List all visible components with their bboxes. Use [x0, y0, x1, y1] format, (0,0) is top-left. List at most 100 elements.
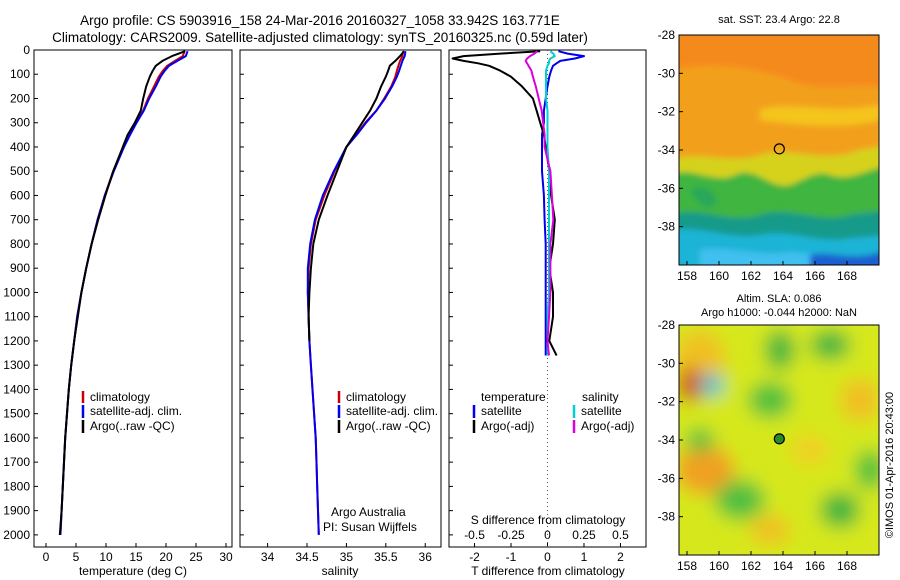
difference-legend: temperature salinity satellite Argo(-adj…: [472, 390, 634, 433]
y-tick-label: 300: [10, 116, 30, 130]
lon-tick-label: 168: [837, 559, 857, 573]
x-tick-label: 20: [159, 550, 173, 564]
x-tick-label: 25: [189, 550, 203, 564]
figure-title-line1: Argo profile: CS 5903916_158 24-Mar-2016…: [80, 13, 560, 28]
sla-map-subtitle: Argo h1000: -0.044 h2000: NaN: [701, 307, 857, 319]
sla-field: [679, 325, 879, 555]
lon-tick-label: 162: [741, 559, 761, 573]
lon-tick-label: 158: [677, 269, 697, 283]
lat-tick-label: -36: [658, 471, 676, 485]
y-tick-label: 1400: [3, 382, 30, 396]
lon-tick-label: 160: [709, 559, 729, 573]
lon-tick-label: 166: [805, 269, 825, 283]
x-tick-label: 1: [581, 550, 588, 564]
y-tick-label: 800: [10, 237, 30, 251]
legend-label-climatology: climatology: [346, 390, 406, 404]
s-diff-tick-label: 0.5: [612, 528, 629, 542]
y-tick-label: 1100: [4, 310, 30, 324]
x-tick-label: -2: [469, 550, 480, 564]
s-diff-tick-label: -0.5: [464, 528, 485, 542]
x-tick-label: 0: [544, 550, 551, 564]
profile-line-argo-raw-qc-: [58, 50, 186, 535]
lon-tick-label: 162: [741, 269, 761, 283]
lon-tick-label: 164: [773, 559, 793, 573]
legend-label-climatology: climatology: [90, 390, 150, 404]
lat-tick-label: -38: [658, 510, 676, 524]
difference-line-salinity-satellite: [545, 50, 556, 356]
salinity-axis-label: salinity: [322, 564, 359, 578]
y-tick-label: 600: [10, 188, 30, 202]
lon-tick-label: 160: [709, 269, 729, 283]
lat-tick-label: -38: [658, 220, 676, 234]
lat-tick-label: -28: [658, 318, 676, 332]
legend-label-t-satellite: satellite: [481, 404, 522, 418]
argo-australia-label: Argo Australia: [331, 505, 406, 519]
x-tick-label: 35: [340, 550, 354, 564]
lat-tick-label: -34: [658, 433, 676, 447]
legend-label-satellite: satellite-adj. clim.: [90, 404, 182, 418]
lon-tick-label: 164: [773, 269, 793, 283]
x-tick-label: 30: [219, 550, 233, 564]
sla-map-title: Altim. SLA: 0.086: [737, 293, 822, 305]
lat-tick-label: -30: [658, 356, 676, 370]
y-tick-label: 200: [10, 91, 30, 105]
profile-line-argo-raw-qc-: [307, 50, 405, 341]
legend-label-s-satellite: satellite: [581, 404, 622, 418]
y-tick-label: 1700: [3, 455, 30, 469]
t-difference-axis-label: T difference from climatology: [471, 564, 625, 578]
argo-float-location-marker: [773, 433, 785, 445]
x-tick-label: 2: [617, 550, 624, 564]
x-tick-label: -1: [506, 550, 517, 564]
x-tick-label: 0: [43, 550, 50, 564]
y-tick-label: 100: [10, 67, 30, 81]
difference-line-salinity-argo-adj-: [524, 50, 555, 356]
y-tick-label: 500: [10, 164, 30, 178]
y-tick-label: 900: [10, 261, 30, 275]
lon-tick-label: 158: [677, 559, 697, 573]
argo-float-location-marker: [773, 143, 785, 155]
y-tick-label: 1300: [3, 358, 30, 372]
x-tick-label: 5: [73, 550, 80, 564]
s-diff-tick-label: 0.25: [572, 528, 596, 542]
y-tick-label: 1800: [3, 479, 30, 493]
x-tick-label: 34: [261, 550, 275, 564]
x-tick-label: 10: [99, 550, 113, 564]
s-diff-tick-label: -0.25: [497, 528, 525, 542]
x-tick-label: 34.5: [295, 550, 319, 564]
temperature-axis-label: temperature (deg C): [79, 564, 187, 578]
y-tick-label: 700: [10, 213, 30, 227]
y-tick-label: 2000: [3, 528, 30, 542]
legend-title-temperature: temperature: [481, 390, 546, 404]
temperature-legend: climatology satellite-adj. clim. Argo(..…: [81, 390, 182, 433]
legend-title-salinity: salinity: [582, 390, 619, 404]
salinity-legend: climatology satellite-adj. clim. Argo(..…: [337, 390, 438, 433]
x-tick-label: 36: [419, 550, 433, 564]
temperature-profile-panel: 0 5 10 15 20 25 300100200300400500600700800900…: [3, 43, 233, 578]
lat-tick-label: -34: [658, 143, 676, 157]
y-tick-label: 400: [10, 140, 30, 154]
s-difference-axis-label: S difference from climatology: [471, 513, 626, 527]
legend-label-argo: Argo(..raw -QC): [346, 419, 431, 433]
x-tick-label: 35.5: [374, 550, 398, 564]
lat-tick-label: -36: [658, 181, 676, 195]
imos-credit-label: ©IMOS 01-Apr-2016 20:43:00: [884, 392, 896, 538]
pi-name-label: PI: Susan Wijffels: [323, 520, 417, 534]
sst-map-panel: sat. SST: 23.4 Argo: 22.8 158 160 162 164 16…: [658, 14, 880, 283]
temperature-plot-frame: [33, 49, 233, 548]
lon-tick-label: 166: [805, 559, 825, 573]
salinity-profile-panel: 34 34.5 35 35.5 36 climatology satellite-adj…: [239, 49, 442, 578]
y-tick-label: 0: [23, 43, 30, 57]
legend-label-satellite: satellite-adj. clim.: [346, 404, 438, 418]
lon-tick-label: 168: [837, 269, 857, 283]
lat-tick-label: -32: [658, 105, 676, 119]
legend-label-s-argo: Argo(-adj): [581, 419, 634, 433]
y-tick-label: 1200: [3, 334, 30, 348]
lat-tick-label: -32: [658, 395, 676, 409]
x-tick-label: 15: [129, 550, 143, 564]
y-tick-label: 1900: [3, 504, 30, 518]
sla-map-panel: Altim. SLA: 0.086 Argo h1000: -0.044 h20…: [658, 293, 896, 573]
sst-map-title: sat. SST: 23.4 Argo: 22.8: [718, 14, 840, 26]
y-tick-label: 1000: [3, 285, 30, 299]
figure-title-line2: Climatology: CARS2009. Satellite-adjuste…: [52, 30, 588, 45]
difference-line-temperature-satellite: [541, 50, 585, 356]
